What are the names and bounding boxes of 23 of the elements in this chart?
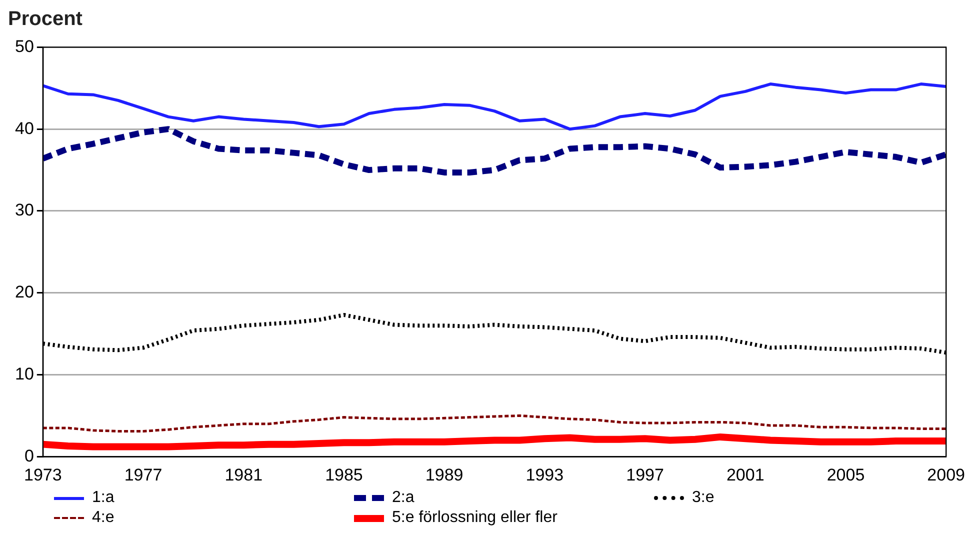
legend-label: 1:a xyxy=(92,489,114,507)
y-tick-label: 50 xyxy=(14,36,34,56)
x-tick-label: 1981 xyxy=(224,465,263,484)
y-tick-label: 0 xyxy=(24,446,34,466)
legend-label: 5:e förlossning eller fler xyxy=(392,509,558,527)
x-tick-label: 1997 xyxy=(626,465,664,484)
x-tick-label: 1993 xyxy=(526,465,564,484)
y-tick-label: 30 xyxy=(14,200,34,220)
x-tick-label: 1985 xyxy=(325,465,363,484)
x-tick-label: 2001 xyxy=(726,465,764,484)
legend-label: 2:a xyxy=(392,489,414,507)
legend-label: 3:e xyxy=(692,489,714,507)
y-tick-label: 10 xyxy=(14,364,34,384)
legend-label: 4:e xyxy=(92,509,114,527)
x-tick-label: 2005 xyxy=(826,465,865,484)
line-series xyxy=(42,414,946,432)
x-tick-label: 1977 xyxy=(124,465,162,484)
x-tick-label: 1973 xyxy=(24,465,62,484)
y-tick-label: 40 xyxy=(14,118,34,138)
y-axis-title: Procent xyxy=(8,8,84,32)
x-tick-label: 1989 xyxy=(425,465,464,484)
y-tick-label: 20 xyxy=(14,282,34,302)
x-tick-label: 2009 xyxy=(927,465,966,484)
